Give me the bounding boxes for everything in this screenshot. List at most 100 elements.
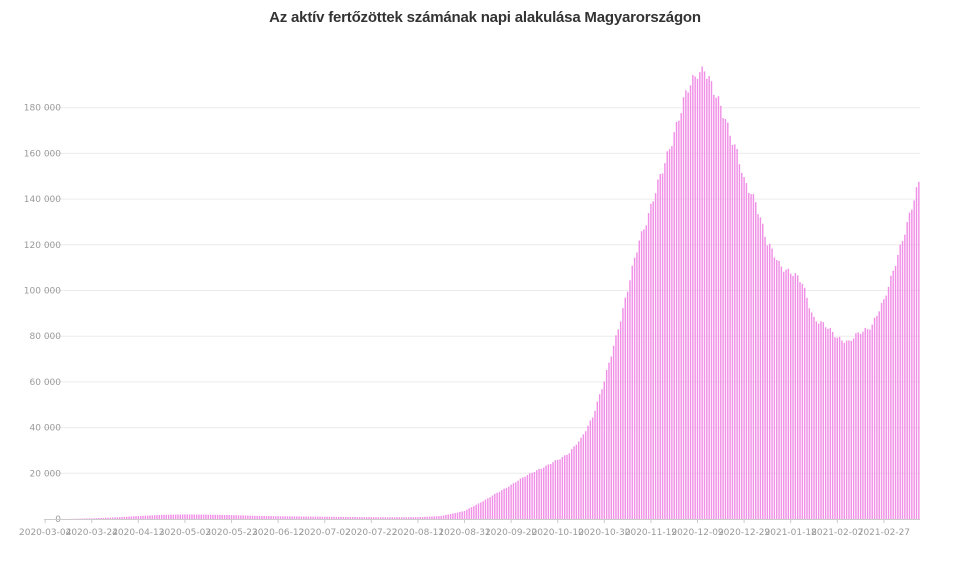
bar (762, 223, 764, 519)
bar (512, 483, 515, 519)
bar (820, 321, 822, 519)
bar (803, 287, 806, 519)
bar (112, 517, 114, 519)
bar (615, 335, 617, 519)
bar (146, 515, 149, 519)
bar (312, 516, 314, 519)
bar (701, 66, 703, 519)
bar (351, 516, 354, 519)
bar (815, 321, 818, 519)
bar (873, 317, 876, 519)
bar (913, 200, 915, 520)
bar (454, 513, 456, 519)
bar (529, 473, 531, 519)
bar (275, 516, 277, 519)
bar (91, 518, 93, 519)
bar (163, 514, 165, 519)
bar (291, 516, 293, 519)
bar (680, 113, 682, 520)
bar (808, 308, 811, 519)
bar (755, 202, 757, 519)
x-tick-label: 2020-08-11 (392, 528, 444, 538)
bar (657, 179, 659, 519)
bar (789, 273, 792, 519)
bar (829, 328, 832, 519)
bar (114, 517, 116, 519)
bar (95, 518, 98, 519)
bar (883, 299, 885, 519)
x-tick-label: 2021-01-18 (765, 528, 818, 538)
x-tick-label: 2021-02-27 (858, 528, 910, 538)
bar (678, 120, 680, 520)
bar (782, 271, 785, 519)
bar (265, 516, 268, 519)
bar (424, 516, 426, 519)
bar (98, 518, 100, 519)
bar (887, 286, 890, 519)
bar (605, 370, 608, 519)
bar (570, 449, 573, 519)
bar (713, 94, 715, 520)
bars (46, 66, 920, 520)
x-tick-label: 2020-07-02 (299, 528, 351, 538)
bar (321, 516, 324, 519)
bar (361, 517, 363, 519)
bar (517, 480, 519, 519)
bar (850, 340, 852, 519)
bar (251, 515, 254, 519)
bar (293, 516, 296, 519)
bar (892, 270, 894, 519)
bar (636, 252, 638, 520)
bar (596, 401, 599, 519)
bar (643, 229, 645, 519)
bar (449, 514, 452, 519)
bar (699, 72, 701, 519)
bar (664, 163, 666, 520)
bar (86, 518, 88, 519)
bar (787, 268, 790, 519)
bar (582, 434, 585, 519)
bar (237, 515, 240, 519)
bar (463, 511, 466, 519)
x-tick-label: 2020-07-22 (345, 528, 397, 538)
y-tick-label: 20 000 (30, 469, 62, 479)
bar (324, 516, 326, 519)
bar (526, 475, 529, 519)
bar (557, 459, 559, 519)
bar (200, 514, 202, 519)
bar (254, 515, 256, 519)
bar (151, 515, 154, 519)
bar (773, 257, 776, 519)
bar (519, 478, 522, 519)
bar (776, 260, 778, 519)
y-tick-label: 80 000 (30, 332, 62, 342)
bar (810, 312, 813, 519)
bar (591, 417, 594, 519)
bar (279, 516, 282, 519)
bar (501, 490, 503, 519)
bar (433, 516, 435, 519)
bar (377, 517, 380, 519)
bar (848, 340, 850, 519)
bar (666, 151, 668, 519)
bar (838, 336, 841, 519)
bar (235, 515, 237, 519)
bar (272, 516, 275, 519)
bar (466, 509, 468, 519)
bar (897, 254, 899, 519)
bar (84, 518, 86, 519)
bar (831, 331, 834, 519)
bar (608, 362, 610, 519)
bar (130, 516, 133, 519)
bar (393, 517, 396, 519)
bar (552, 462, 554, 519)
bar (750, 194, 752, 519)
bar (153, 515, 156, 519)
bar (806, 297, 808, 519)
bar (363, 517, 366, 519)
bar (487, 498, 489, 519)
bar (461, 511, 463, 519)
bar (745, 183, 748, 519)
bar (216, 514, 219, 519)
bar (242, 515, 244, 519)
